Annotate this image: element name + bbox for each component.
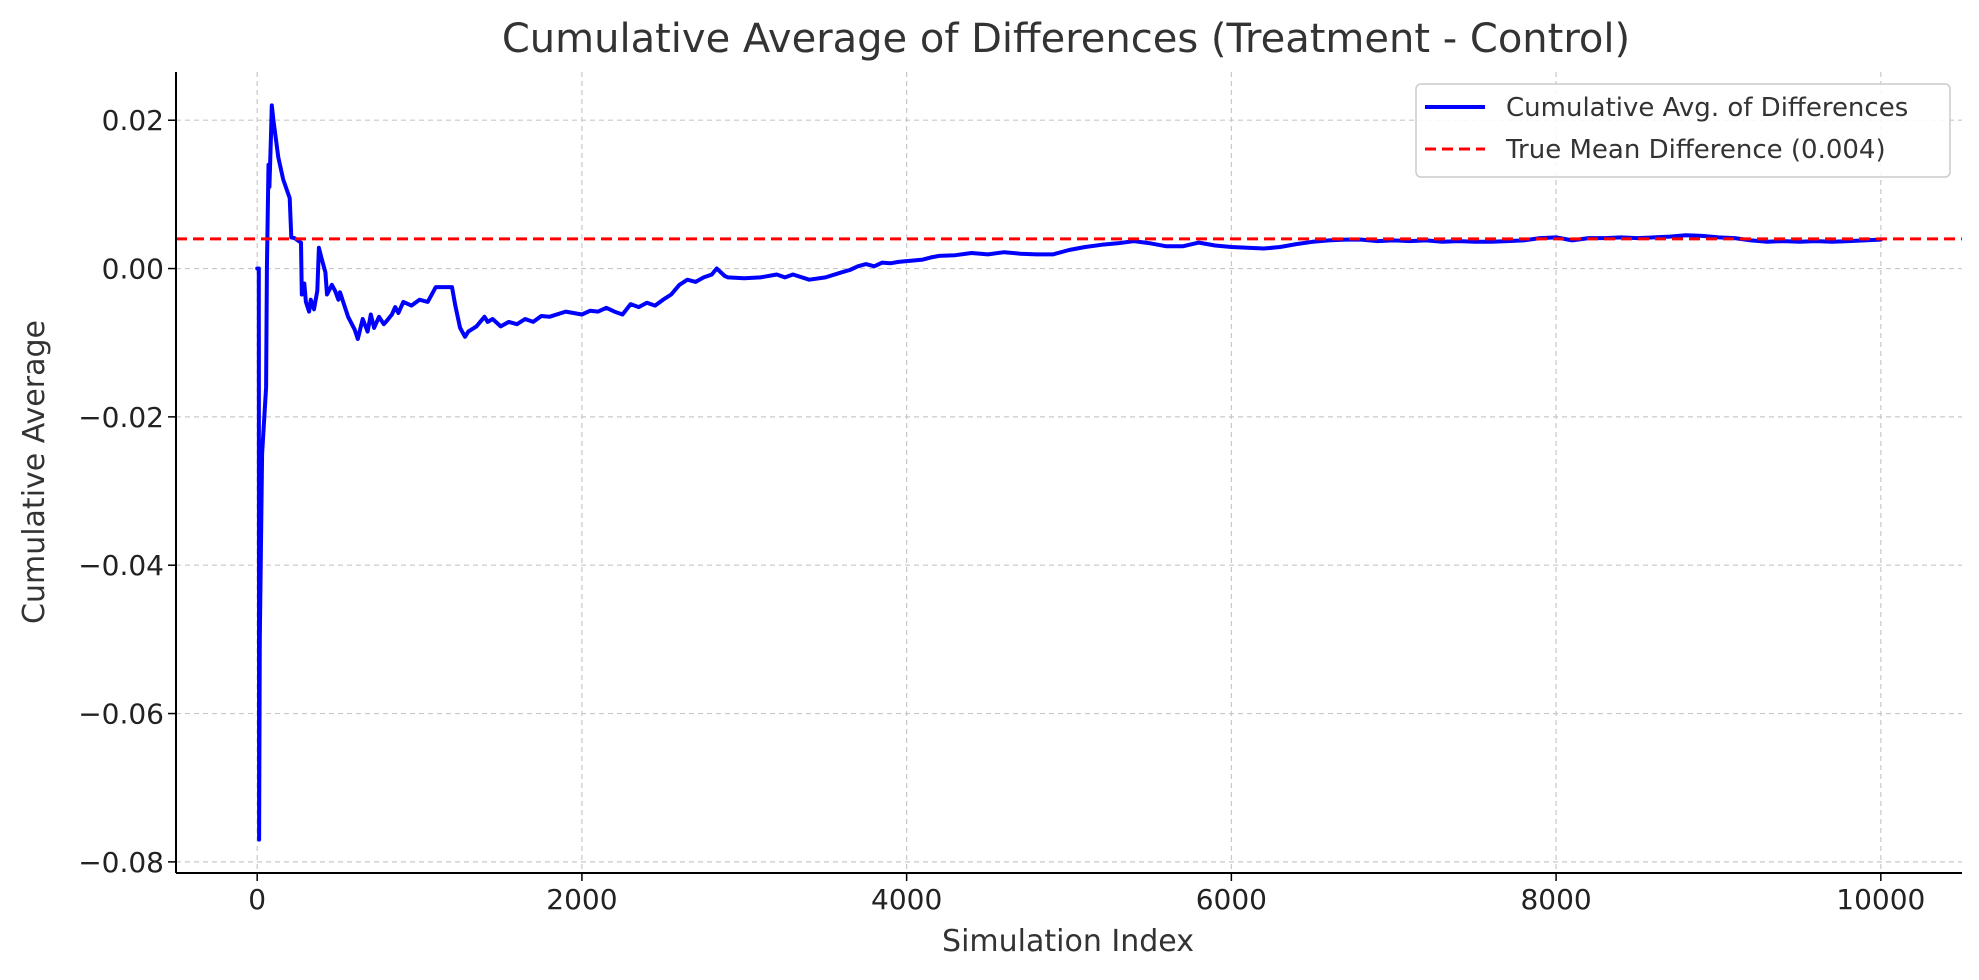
legend-label-true-mean: True Mean Difference (0.004): [1505, 135, 1886, 165]
y-tick-label: −0.06: [78, 698, 164, 731]
x-axis-label: Simulation Index: [942, 924, 1194, 959]
y-axis-label: Cumulative Average: [17, 320, 52, 624]
y-tick-label: −0.04: [78, 549, 164, 582]
y-tick-label: 0.00: [102, 253, 164, 286]
legend-label-cumulative-avg: Cumulative Avg. of Differences: [1506, 93, 1908, 123]
x-tick-label: 8000: [1520, 883, 1591, 916]
x-tick-label: 0: [248, 883, 266, 916]
x-tick-label: 4000: [871, 883, 942, 916]
y-tick-label: −0.02: [78, 401, 164, 434]
x-tick-label: 10000: [1836, 883, 1925, 916]
plot-series: [176, 103, 1962, 842]
tick-marks-and-labels: 0 2000 4000 6000 8000 10000 0.02 0.00 −0.02 −0.04…: [78, 104, 1925, 916]
legend: Cumulative Avg. of Differences True Mean…: [1415, 83, 1951, 178]
legend-box: [1415, 83, 1951, 178]
cumulative-average-line: [255, 103, 1883, 842]
y-tick-label: 0.02: [102, 104, 164, 137]
grid-lines: [176, 72, 1962, 873]
y-tick-label: −0.08: [78, 846, 164, 879]
x-tick-label: 2000: [546, 883, 617, 916]
x-tick-label: 6000: [1196, 883, 1267, 916]
chart-title: Cumulative Average of Differences (Treat…: [502, 16, 1630, 62]
axes: [175, 72, 1962, 874]
